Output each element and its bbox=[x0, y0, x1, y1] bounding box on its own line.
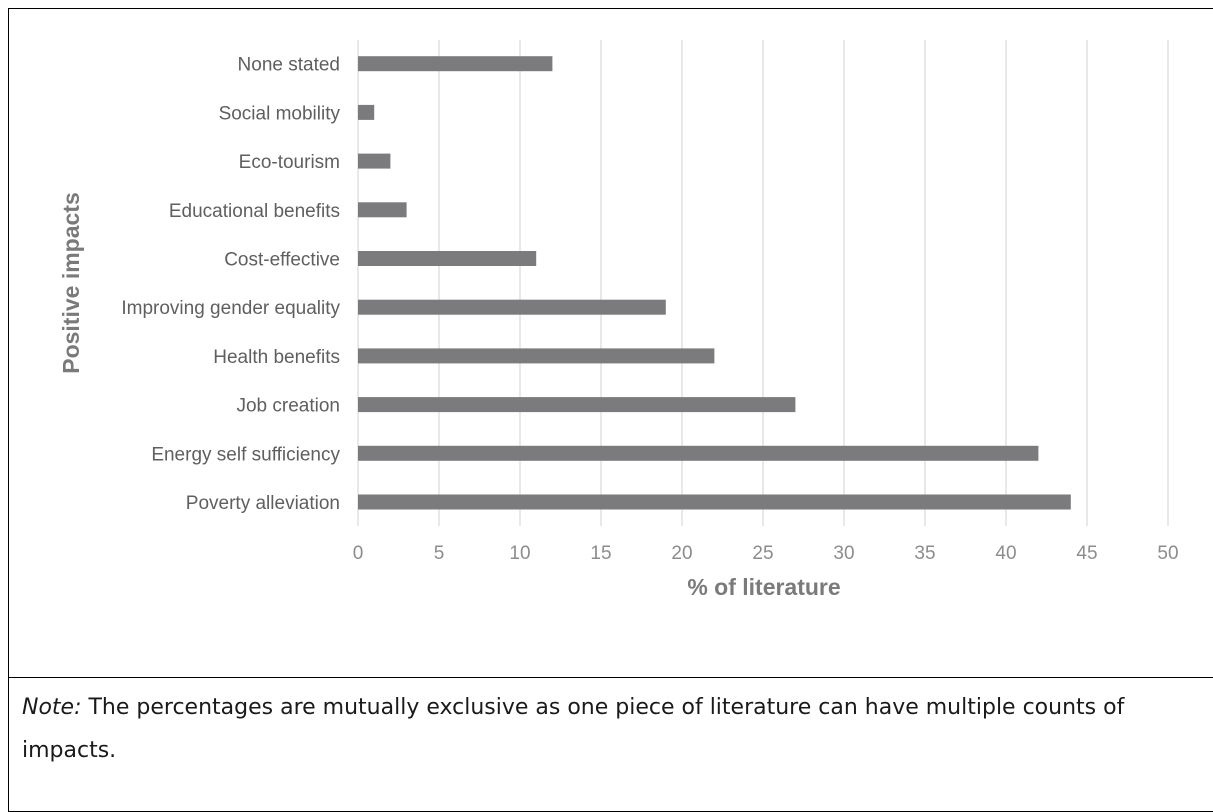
bar-health-benefits bbox=[358, 348, 715, 364]
category-label-poverty-alleviation: Poverty alleviation bbox=[186, 493, 340, 514]
bar-improving-gender-equality bbox=[358, 299, 666, 315]
x-tick-10: 10 bbox=[509, 543, 530, 564]
frame-top-border bbox=[8, 8, 1213, 9]
chart-note: Note: The percentages are mutually exclu… bbox=[22, 686, 1202, 772]
x-tick-20: 20 bbox=[671, 543, 692, 564]
y-axis-title: Positive impacts bbox=[58, 192, 84, 374]
bar-none-stated bbox=[358, 56, 553, 72]
note-label: Note: bbox=[22, 695, 82, 720]
x-tick-0: 0 bbox=[353, 543, 364, 564]
bar-chart: Poverty alleviation Energy self sufficien… bbox=[58, 40, 1179, 600]
bar-social-mobility bbox=[358, 104, 375, 120]
bar-eco-tourism bbox=[358, 153, 391, 169]
category-label-eco-tourism: Eco-tourism bbox=[239, 152, 340, 173]
category-label-none-stated: None stated bbox=[238, 55, 340, 76]
x-tick-50: 50 bbox=[1157, 543, 1178, 564]
category-label-cost-effective: Cost-effective bbox=[224, 250, 340, 271]
bar-educational-benefits bbox=[358, 202, 407, 218]
x-tick-25: 25 bbox=[752, 543, 773, 564]
x-tick-labels: 0 5 10 15 20 25 30 35 40 45 50 bbox=[353, 543, 1179, 564]
category-label-social-mobility: Social mobility bbox=[219, 103, 341, 124]
category-label-improving-gender-equality: Improving gender equality bbox=[121, 298, 340, 319]
note-text: The percentages are mutually exclusive a… bbox=[22, 695, 1125, 763]
category-label-energy-self-sufficiency: Energy self sufficiency bbox=[151, 444, 340, 465]
category-label-health-benefits: Health benefits bbox=[213, 347, 340, 368]
x-tick-45: 45 bbox=[1076, 543, 1097, 564]
x-tick-30: 30 bbox=[833, 543, 854, 564]
x-tick-15: 15 bbox=[590, 543, 611, 564]
bar-energy-self-sufficiency bbox=[358, 445, 1039, 461]
note-divider bbox=[8, 677, 1213, 678]
grid-lines bbox=[357, 40, 1169, 526]
category-labels: Poverty alleviation Energy self sufficien… bbox=[121, 55, 340, 514]
category-label-educational-benefits: Educational benefits bbox=[169, 201, 340, 222]
category-label-job-creation: Job creation bbox=[236, 396, 340, 417]
x-tick-35: 35 bbox=[914, 543, 935, 564]
x-tick-40: 40 bbox=[995, 543, 1016, 564]
x-tick-5: 5 bbox=[434, 543, 445, 564]
bar-poverty-alleviation bbox=[358, 494, 1071, 510]
bar-job-creation bbox=[358, 397, 796, 413]
frame-left-border bbox=[8, 8, 9, 812]
bars bbox=[358, 56, 1071, 510]
bar-cost-effective bbox=[358, 251, 537, 266]
x-axis-title: % of literature bbox=[687, 574, 840, 600]
